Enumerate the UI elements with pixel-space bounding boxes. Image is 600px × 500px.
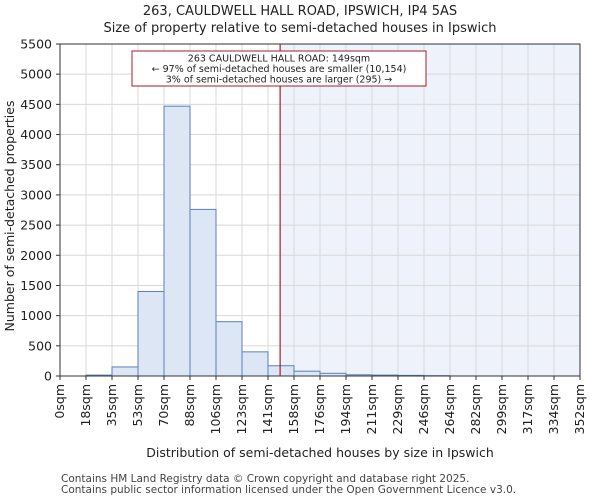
x-tick-label: 123sqm: [234, 384, 249, 434]
x-tick-label: 18sqm: [78, 384, 93, 427]
x-tick-label: 317sqm: [520, 384, 535, 434]
highlight-region: [280, 44, 580, 376]
x-tick-label: 246sqm: [416, 384, 431, 434]
x-tick-label: 70sqm: [156, 384, 171, 427]
chart-subtitle: Size of property relative to semi-detach…: [103, 21, 497, 36]
y-axis-label: Number of semi-detached properties: [2, 101, 17, 332]
y-tick-label: 5000: [20, 67, 52, 82]
y-tick-label: 1500: [20, 278, 52, 293]
footer-line-1: Contains HM Land Registry data © Crown c…: [61, 473, 470, 485]
y-tick-label: 2000: [20, 248, 52, 263]
annotation-line: 3% of semi-detached houses are larger (2…: [166, 75, 393, 86]
y-tick-label: 4500: [20, 97, 52, 112]
annotation-box: [131, 50, 427, 87]
x-tick-label: 176sqm: [312, 384, 327, 434]
x-tick-label: 88sqm: [182, 384, 197, 427]
x-tick-label: 229sqm: [390, 384, 405, 434]
histogram-bar: [293, 370, 321, 377]
x-tick-label: 35sqm: [104, 384, 119, 427]
x-tick-label: 334sqm: [546, 384, 561, 434]
histogram-bar: [163, 105, 191, 377]
x-tick-label: 141sqm: [260, 384, 275, 434]
x-tick-label: 53sqm: [130, 384, 145, 427]
histogram-bar: [241, 351, 269, 377]
y-tick-label: 500: [28, 338, 52, 353]
x-tick-label: 158sqm: [286, 384, 301, 434]
y-tick-label: 0: [44, 369, 52, 384]
y-tick-label: 4000: [20, 127, 52, 142]
histogram-bar: [189, 208, 217, 377]
x-axis-label: Distribution of semi-detached houses by …: [146, 445, 494, 460]
footer-line-2: Contains public sector information licen…: [61, 484, 517, 496]
annotation-line: ← 97% of semi-detached houses are smalle…: [152, 64, 407, 75]
y-tick-label: 2500: [20, 218, 52, 233]
histogram-bar: [111, 366, 139, 377]
histogram-bar: [215, 321, 243, 377]
y-tick-label: 1000: [20, 308, 52, 323]
x-tick-label: 106sqm: [208, 384, 223, 434]
x-tick-label: 282sqm: [468, 384, 483, 434]
annotation-line: 263 CAULDWELL HALL ROAD: 149sqm: [188, 54, 370, 65]
x-tick-label: 194sqm: [338, 384, 353, 434]
x-tick-label: 299sqm: [494, 384, 509, 434]
y-tick-label: 3000: [20, 187, 52, 202]
x-tick-label: 264sqm: [442, 384, 457, 434]
x-tick-label: 352sqm: [572, 384, 587, 434]
x-tick-label: 0sqm: [52, 384, 67, 419]
y-tick-label: 5500: [20, 37, 52, 52]
x-tick-label: 211sqm: [364, 384, 379, 434]
y-tick-label: 3500: [20, 157, 52, 172]
chart-title: 263, CAULDWELL HALL ROAD, IPSWICH, IP4 5…: [142, 4, 458, 19]
histogram-bar: [137, 290, 165, 377]
histogram-bar: [267, 365, 295, 377]
